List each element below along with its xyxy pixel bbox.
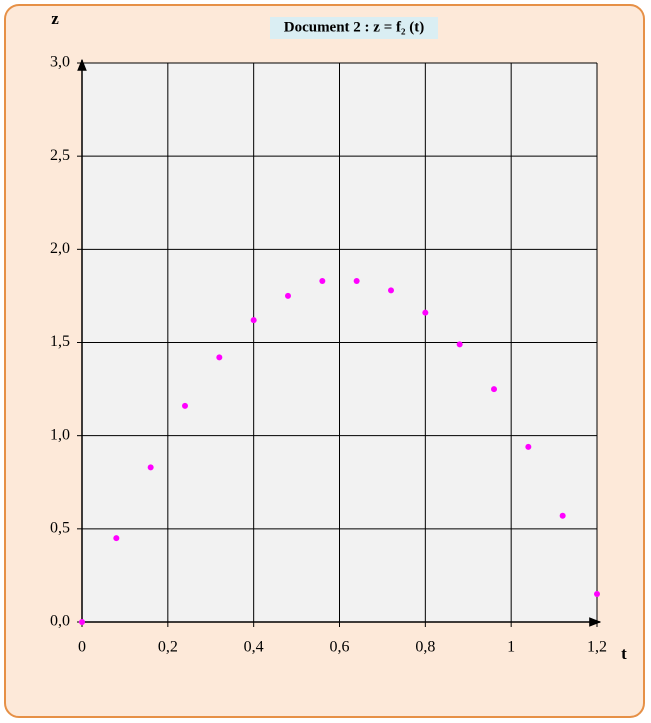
y-tick-label: 2,5 [50,147,70,164]
y-tick-label: 0,5 [50,520,70,537]
point [113,535,120,542]
x-tick-label: 1,2 [587,639,607,656]
y-tick-label: 1,0 [50,426,70,443]
x-tick-label: 1 [507,639,515,656]
x-tick-label: 0,6 [330,639,350,656]
x-tick-label: 0,4 [244,639,264,656]
y-tick-label: 0,0 [50,613,70,630]
y-tick-label: 1,5 [50,333,70,350]
point [422,309,429,316]
x-tick-label: 0 [78,639,86,656]
point [525,443,532,450]
x-axis-label: t [621,644,627,663]
point [456,341,463,348]
x-tick-label: 0,2 [158,639,178,656]
point [491,386,497,393]
point [388,287,394,294]
point [147,464,154,471]
chart-title: Document 2 : z = f₂ (t) [284,19,425,35]
point [559,512,566,519]
y-tick-label: 2,0 [50,240,70,257]
y-axis-label: z [51,9,59,28]
y-tick-label: 3,0 [50,54,70,71]
point [216,354,223,361]
point [594,591,600,598]
point [250,317,257,324]
point [79,619,85,625]
x-tick-label: 0,8 [415,639,435,656]
title-box [270,17,438,39]
point [285,292,291,299]
point [353,278,360,285]
point [319,278,326,285]
point [182,402,188,409]
